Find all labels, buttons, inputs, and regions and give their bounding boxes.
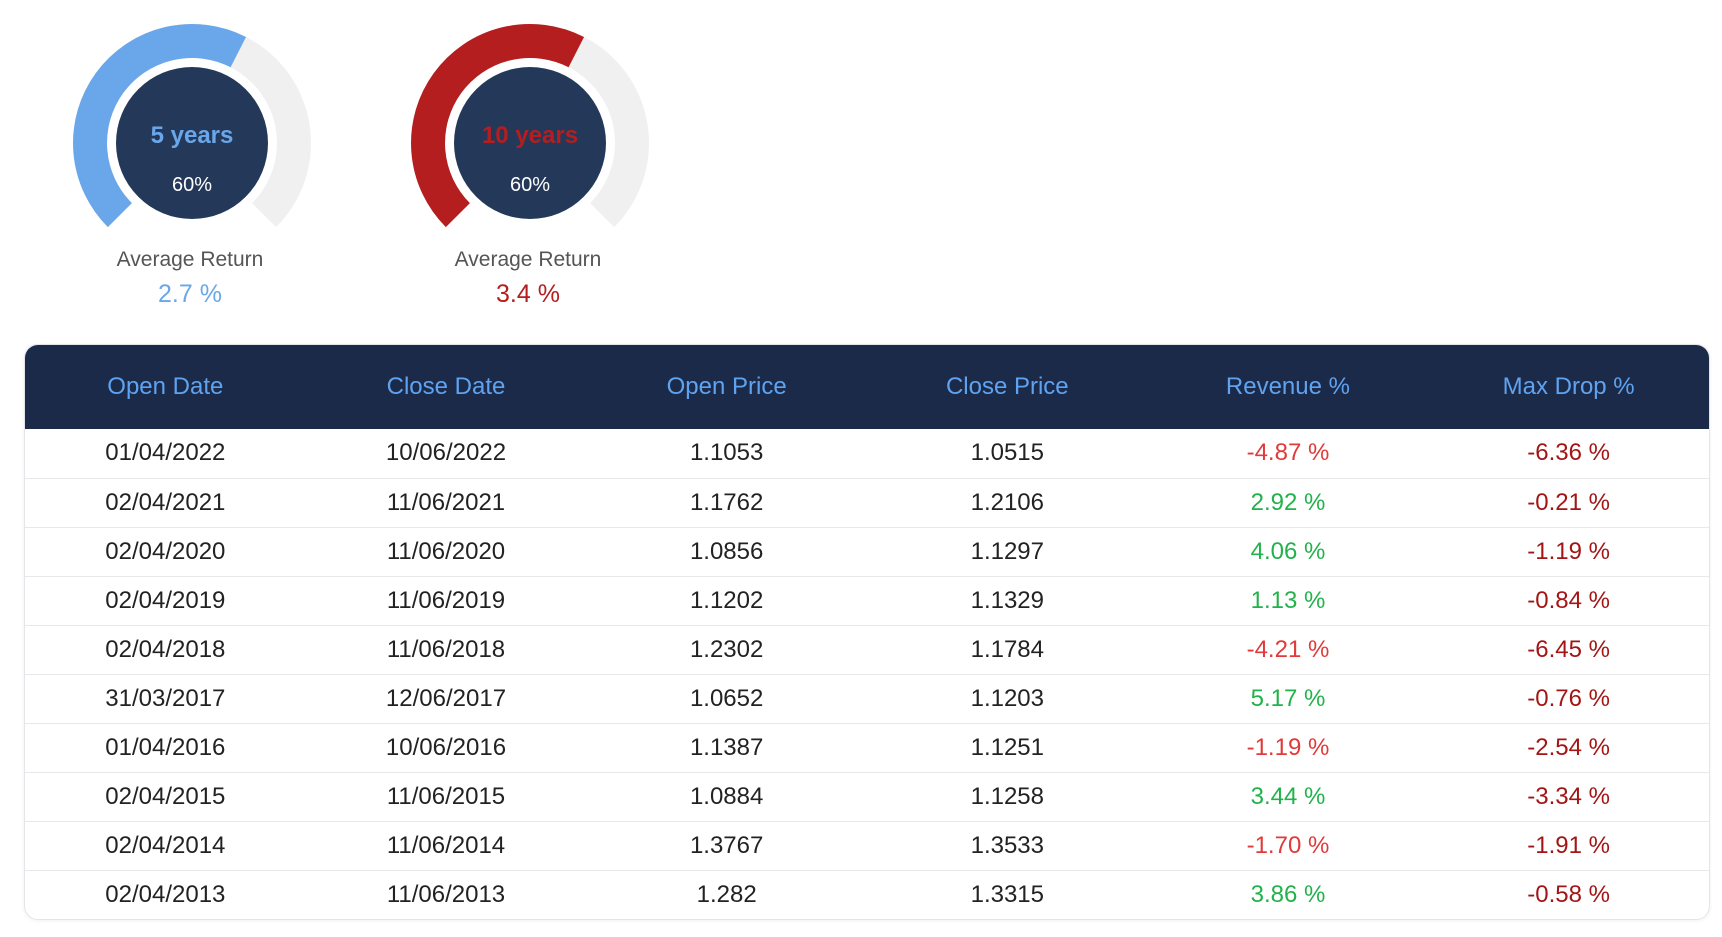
seasonality-table-container: Open Date Close Date Open Price Close Pr…	[24, 344, 1710, 920]
cell-max-drop: -0.58 %	[1527, 880, 1610, 908]
cell-max-drop: -0.84 %	[1527, 586, 1610, 614]
cell-close-date: 10/06/2022	[385, 439, 507, 467]
cell-close-price: 1.3533	[970, 831, 1044, 859]
cell-close-price: 1.1297	[970, 537, 1044, 565]
gauge-percent: 60%	[510, 174, 550, 196]
cell-close-date: 11/06/2013	[386, 880, 506, 908]
header-revenue[interactable]: Revenue %	[1225, 373, 1350, 400]
cell-revenue: 2.92 %	[1250, 488, 1326, 516]
header-max-drop[interactable]: Max Drop %	[1502, 373, 1635, 400]
header-close-date[interactable]: Close Date	[386, 373, 506, 400]
gauge-5-years: 5 years 60% Average Return 2.7 %	[40, 0, 340, 308]
cell-open-price: 1.0884	[689, 782, 764, 810]
table-body: 01/04/2022 10/06/2022 1.1053 1.0515 -4.87 % -…	[25, 429, 1709, 919]
cell-open-price: 1.1053	[689, 439, 764, 467]
gauge-center	[454, 67, 606, 219]
table-row: 01/04/2016 10/06/2016 1.1387 1.1251 -1.19 % -…	[25, 723, 1709, 772]
cell-close-price: 1.1329	[970, 586, 1044, 614]
cell-close-date: 11/06/2019	[386, 586, 506, 614]
average-return-value: 2.7 %	[158, 280, 222, 308]
average-return-label: Average Return	[116, 248, 264, 271]
table-header-row: Open Date Close Date Open Price Close Pr…	[25, 345, 1709, 429]
cell-close-date: 11/06/2014	[386, 831, 506, 859]
gauge-10-years: 10 years 60% Average Return 3.4 %	[378, 0, 678, 308]
cell-open-date: 02/04/2013	[105, 880, 226, 908]
cell-max-drop: -1.91 %	[1527, 831, 1610, 859]
cell-max-drop: -1.19 %	[1527, 537, 1610, 565]
cell-revenue: 1.13 %	[1250, 586, 1326, 614]
cell-open-date: 02/04/2019	[105, 586, 226, 614]
cell-close-price: 1.1258	[970, 782, 1044, 810]
cell-close-date: 11/06/2015	[386, 782, 506, 810]
cell-close-date: 11/06/2018	[386, 635, 506, 663]
table-row: 02/04/2014 11/06/2014 1.3767 1.3533 -1.70 % -…	[25, 821, 1709, 870]
table-row: 01/04/2022 10/06/2022 1.1053 1.0515 -4.87 % -…	[25, 429, 1709, 478]
cell-open-date: 01/04/2022	[105, 439, 226, 467]
cell-open-date: 02/04/2020	[105, 537, 226, 565]
cell-open-price: 1.2302	[689, 635, 764, 663]
average-return-label: Average Return	[454, 248, 602, 271]
gauge-fill	[73, 24, 247, 228]
table-row: 02/04/2018 11/06/2018 1.2302 1.1784 -4.21 % -…	[25, 625, 1709, 674]
cell-close-price: 1.1784	[970, 635, 1044, 663]
header-close-price[interactable]: Close Price	[945, 373, 1069, 400]
table-row: 02/04/2013 11/06/2013 1.282 1.3315 3.86 % -0.…	[25, 870, 1709, 919]
cell-max-drop: -0.21 %	[1527, 488, 1610, 516]
cell-revenue: 3.44 %	[1250, 782, 1326, 810]
cell-close-price: 1.1203	[970, 684, 1044, 712]
cell-max-drop: -0.76 %	[1527, 684, 1610, 712]
cell-open-date: 02/04/2018	[105, 635, 226, 663]
cell-revenue: -4.87 %	[1246, 439, 1330, 467]
cell-close-date: 10/06/2016	[385, 733, 507, 761]
cell-open-price: 1.0652	[689, 684, 764, 712]
cell-revenue: 3.86 %	[1250, 880, 1326, 908]
cell-max-drop: -6.36 %	[1527, 439, 1610, 467]
cell-open-price: 1.0856	[689, 537, 764, 565]
cell-revenue: 4.06 %	[1250, 537, 1326, 565]
seasonality-table: Open Date Close Date Open Price Close Pr…	[25, 345, 1709, 919]
table-row: 31/03/2017 12/06/2017 1.0652 1.1203 5.17 % -0…	[25, 674, 1709, 723]
cell-open-price: 1.1762	[689, 488, 764, 516]
table-row: 02/04/2020 11/06/2020 1.0856 1.1297 4.06 % -1…	[25, 527, 1709, 576]
table-row: 02/04/2021 11/06/2021 1.1762 1.2106 2.92 % -0…	[25, 478, 1709, 527]
cell-open-price: 1.282	[696, 880, 757, 908]
header-open-price[interactable]: Open Price	[666, 373, 787, 400]
cell-open-price: 1.3767	[689, 831, 764, 859]
gauge-title: 10 years	[482, 122, 578, 149]
cell-revenue: 5.17 %	[1250, 684, 1326, 712]
gauge-center	[116, 67, 268, 219]
cell-revenue: -1.70 %	[1246, 831, 1330, 859]
gauge-10-years-graphic: 10 years 60%	[411, 24, 649, 228]
cell-open-date: 02/04/2014	[105, 831, 226, 859]
cell-revenue: -1.19 %	[1246, 733, 1330, 761]
average-return-value: 3.4 %	[496, 280, 560, 308]
cell-revenue: -4.21 %	[1246, 635, 1330, 663]
cell-open-price: 1.1387	[689, 733, 764, 761]
cell-close-price: 1.1251	[970, 733, 1044, 761]
cell-max-drop: -3.34 %	[1527, 782, 1610, 810]
table-row: 02/04/2019 11/06/2019 1.1202 1.1329 1.13 % -0…	[25, 576, 1709, 625]
cell-close-date: 11/06/2020	[386, 537, 506, 565]
gauge-percent: 60%	[172, 174, 212, 196]
cell-close-date: 11/06/2021	[386, 488, 506, 516]
cell-open-date: 02/04/2021	[105, 488, 226, 516]
gauge-5-years-graphic: 5 years 60%	[73, 24, 311, 228]
cell-open-date: 01/04/2016	[105, 733, 226, 761]
gauge-title: 5 years	[151, 122, 234, 149]
cell-max-drop: -6.45 %	[1527, 635, 1610, 663]
cell-close-date: 12/06/2017	[385, 684, 507, 712]
table-row: 02/04/2015 11/06/2015 1.0884 1.1258 3.44 % -3…	[25, 772, 1709, 821]
cell-max-drop: -2.54 %	[1527, 733, 1610, 761]
cell-close-price: 1.3315	[970, 880, 1044, 908]
header-open-date[interactable]: Open Date	[107, 373, 224, 400]
gauges-section: 5 years 60% Average Return 2.7 % 10 year…	[0, 0, 1722, 340]
cell-open-date: 02/04/2015	[105, 782, 226, 810]
gauge-fill	[411, 24, 585, 228]
cell-close-price: 1.0515	[970, 439, 1044, 467]
cell-open-price: 1.1202	[689, 586, 764, 614]
cell-open-date: 31/03/2017	[105, 684, 226, 712]
cell-close-price: 1.2106	[970, 488, 1044, 516]
